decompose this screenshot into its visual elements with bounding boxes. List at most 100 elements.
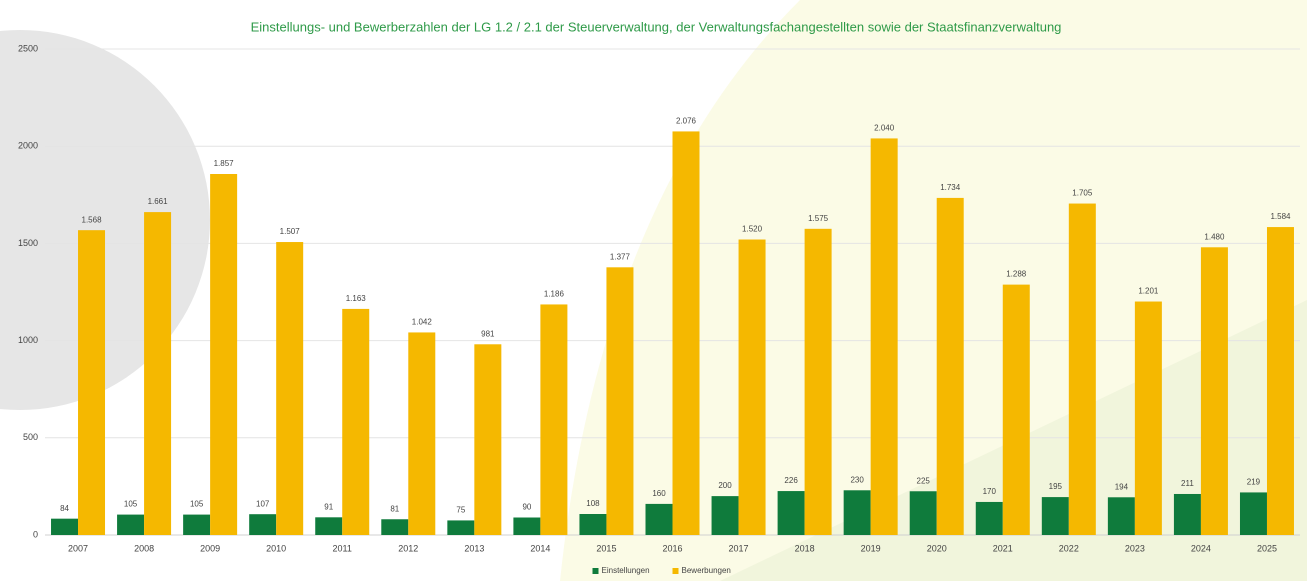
data-label: 1.661 [148, 197, 169, 206]
data-label: 170 [983, 487, 997, 496]
bar [1041, 497, 1069, 535]
bar [78, 230, 106, 536]
x-tick-label: 2007 [68, 543, 88, 553]
bar [342, 308, 370, 535]
x-tick-label: 2017 [729, 543, 749, 553]
bar [144, 212, 172, 535]
bar [474, 344, 502, 535]
bar [1239, 492, 1267, 535]
data-label: 2.040 [874, 124, 895, 133]
y-tick-label: 500 [23, 432, 38, 442]
data-label: 981 [481, 329, 495, 338]
x-tick-label: 2023 [1125, 543, 1145, 553]
data-label: 1.520 [742, 225, 763, 234]
data-label: 1.163 [346, 294, 367, 303]
bar [870, 138, 898, 535]
data-label: 91 [324, 502, 333, 511]
bar [843, 490, 871, 535]
bar [909, 491, 937, 535]
x-tick-label: 2025 [1257, 543, 1277, 553]
bar [51, 518, 79, 535]
y-tick-label: 1500 [18, 238, 38, 248]
bar [381, 519, 409, 535]
data-label: 1.480 [1204, 232, 1225, 241]
data-label: 230 [850, 475, 864, 484]
data-label: 81 [390, 504, 399, 513]
data-label: 226 [784, 476, 798, 485]
bar [777, 491, 805, 535]
data-label: 1.507 [280, 227, 301, 236]
data-label: 105 [124, 500, 138, 509]
legend-swatch [592, 568, 599, 574]
data-label: 1.734 [940, 183, 961, 192]
data-label: 194 [1115, 482, 1129, 491]
bar [672, 131, 700, 535]
x-tick-label: 2024 [1191, 543, 1211, 553]
bar [645, 503, 673, 535]
data-label: 195 [1049, 482, 1063, 491]
x-tick-label: 2012 [398, 543, 418, 553]
data-label: 211 [1181, 479, 1194, 488]
bar [315, 517, 343, 535]
y-tick-label: 2500 [18, 43, 38, 53]
y-tick-label: 2000 [18, 141, 38, 151]
bar [738, 239, 766, 535]
bar [1134, 301, 1162, 535]
x-tick-label: 2013 [464, 543, 484, 553]
data-label: 1.288 [1006, 270, 1027, 279]
bar [540, 304, 568, 535]
data-label: 75 [456, 506, 465, 515]
bar [1200, 247, 1228, 535]
data-label: 1.575 [808, 214, 829, 223]
bar [579, 514, 607, 535]
legend-swatch [672, 568, 679, 574]
bar [1173, 493, 1201, 535]
x-tick-label: 2014 [530, 543, 550, 553]
x-tick-label: 2008 [134, 543, 154, 553]
bar [276, 242, 304, 536]
data-label: 200 [718, 481, 732, 490]
bar [606, 267, 634, 535]
bar [249, 514, 277, 535]
bar [1002, 284, 1030, 535]
bar [210, 173, 238, 535]
x-tick-label: 2020 [927, 543, 947, 553]
x-tick-label: 2021 [993, 543, 1013, 553]
data-label: 1.377 [610, 252, 631, 261]
y-tick-label: 1000 [18, 335, 38, 345]
data-label: 219 [1247, 478, 1261, 487]
bar [804, 228, 832, 535]
bar [513, 517, 541, 535]
bar [1266, 227, 1294, 535]
data-label: 225 [917, 476, 931, 485]
data-label: 1.705 [1072, 189, 1093, 198]
x-tick-label: 2011 [333, 543, 352, 553]
data-label: 2.076 [676, 117, 697, 126]
data-label: 105 [190, 500, 204, 509]
bar [975, 501, 1003, 535]
data-label: 1.042 [412, 318, 433, 327]
data-label: 1.584 [1270, 212, 1291, 221]
x-tick-label: 2022 [1059, 543, 1079, 553]
x-tick-label: 2009 [200, 543, 220, 553]
x-tick-label: 2019 [861, 543, 881, 553]
x-tick-label: 2018 [795, 543, 815, 553]
chart-title: Einstellungs- und Bewerberzahlen der LG … [251, 19, 1062, 34]
bar [936, 197, 964, 535]
data-label: 1.186 [544, 290, 565, 299]
x-tick-label: 2015 [596, 543, 616, 553]
bar [711, 496, 739, 535]
bar [1107, 497, 1135, 535]
data-label: 84 [60, 504, 69, 513]
legend-label: Bewerbungen [682, 566, 731, 575]
data-label: 108 [586, 499, 600, 508]
data-label: 1.568 [82, 215, 103, 224]
data-label: 1.857 [214, 159, 235, 168]
data-label: 1.201 [1138, 287, 1159, 296]
bar [447, 520, 475, 535]
plot: 0 500 1000 1500 2000 2500 2007 84 1.568 2008 105 1.… [18, 43, 1300, 575]
bar [1068, 203, 1096, 535]
x-tick-label: 2016 [662, 543, 682, 553]
bar [183, 514, 211, 535]
